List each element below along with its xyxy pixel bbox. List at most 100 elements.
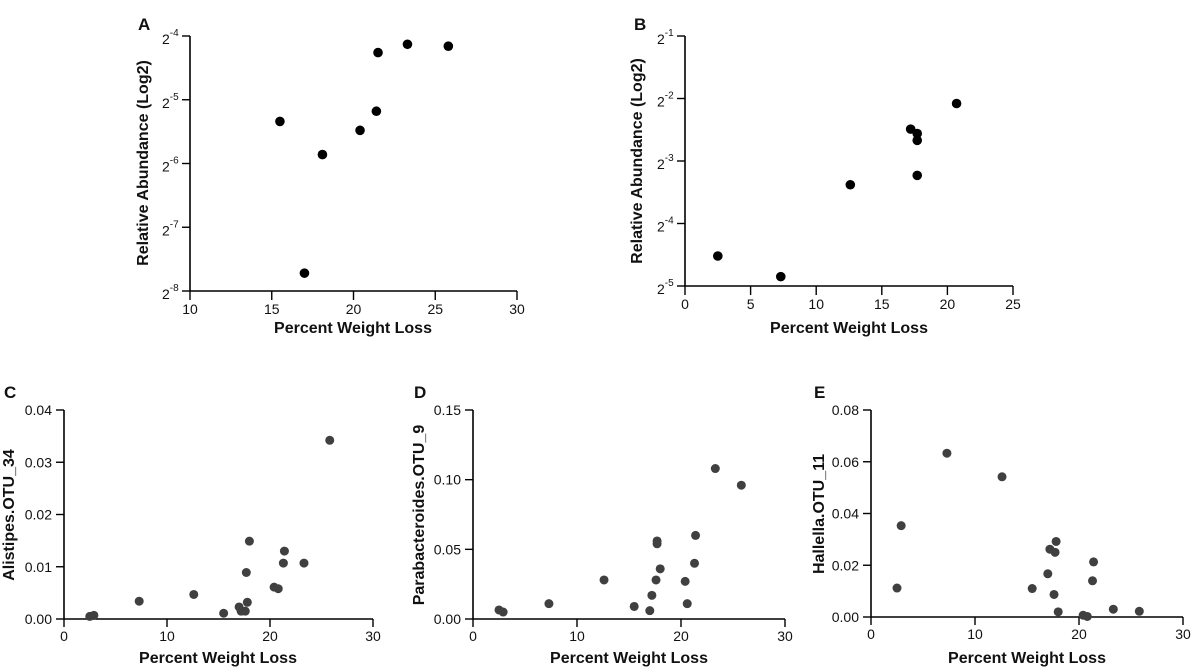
- panel-d-y-axis-title: Parabacteroides.OTU_9: [411, 425, 428, 606]
- panel-d-data-point: [647, 590, 657, 600]
- panel-d-y-tick-label: 0.15: [434, 402, 461, 418]
- panel-a-x-tick-label: 15: [264, 301, 280, 317]
- panel-a-y-tick-exponent: -4: [170, 28, 179, 39]
- panel-b-y-tick-label: 2-3: [657, 153, 674, 172]
- panel-a-x-axis-title: Percent Weight Loss: [274, 320, 432, 337]
- panel-e-data-point: [942, 448, 952, 458]
- panel-c-data-point: [189, 589, 199, 599]
- panel-d-data-point: [652, 536, 662, 546]
- panel-c-x-tick-label: 10: [159, 628, 175, 644]
- panel-a-y-tick-label: 2-4: [162, 28, 179, 47]
- panel-e-data-point: [1027, 584, 1037, 594]
- panel-b-y-tick-exponent: -4: [665, 216, 674, 227]
- panel-d-y-tick-label: 0.05: [434, 541, 461, 557]
- panel-e-data-point: [1088, 576, 1098, 586]
- panel-e-y-tick-label: 0.04: [832, 506, 859, 522]
- panel-d-data-point: [544, 599, 554, 609]
- panel-d-data-point: [682, 599, 692, 609]
- panel-c-data-point: [219, 608, 229, 618]
- panel-e-data-point: [896, 521, 906, 531]
- panel-e-x-tick-label: 0: [867, 626, 875, 642]
- panel-a-x-tick-label: 20: [346, 301, 362, 317]
- panel-c-x-tick-label: 20: [262, 628, 278, 644]
- panel-b-x-tick-label: 25: [1005, 296, 1021, 312]
- panel-d-data-point: [599, 575, 609, 585]
- panel-b-data-point: [951, 98, 962, 109]
- panel-d-letter: D: [414, 383, 426, 402]
- panel-b-data-point: [912, 170, 923, 181]
- panel-a-y-tick-label: 2-6: [162, 156, 179, 175]
- panel-a-y-tick-exponent: -5: [170, 92, 179, 103]
- panel-a-data-point: [402, 39, 413, 50]
- panel-a-y-tick-label: 2-8: [162, 283, 179, 302]
- panel-d-y-tick-label: 0.00: [434, 611, 461, 627]
- panel-a-data-point: [355, 125, 365, 136]
- panel-b-y-tick-exponent: -1: [665, 28, 674, 39]
- panel-e-x-tick-label: 20: [1071, 626, 1087, 642]
- panel-d-data-point: [651, 575, 661, 585]
- panel-a-letter: A: [138, 15, 150, 34]
- panel-a-data-point: [317, 149, 328, 160]
- panel-a-x-tick-label: 25: [427, 301, 443, 317]
- panel-e-x-tick-label: 10: [967, 626, 983, 642]
- panel-d-data-point: [691, 530, 701, 540]
- panel-e: E 0 10 20 30 0.00 0.02 0.04 0.06 0.08 Percent Weig…: [811, 383, 1191, 667]
- panel-d-data-point: [680, 576, 690, 586]
- panel-c-y-axis-title: Alistipes.OTU_34: [1, 449, 18, 581]
- panel-a-y-tick-label: 2-5: [162, 92, 179, 111]
- panel-e-data-point: [892, 583, 902, 593]
- panel-e-data-point: [1082, 611, 1092, 621]
- panel-b-data-point: [775, 271, 786, 282]
- panel-a-y-tick-label: 2-7: [162, 219, 179, 238]
- panel-e-y-tick-label: 0.02: [832, 557, 859, 573]
- panel-d-data-point: [736, 480, 746, 490]
- panel-a-data-point: [443, 41, 454, 51]
- panel-c-letter: C: [4, 383, 16, 402]
- panel-b-data-point: [713, 251, 723, 261]
- panel-b-x-tick-label: 10: [808, 296, 824, 312]
- panel-c-x-axis-title: Percent Weight Loss: [139, 650, 297, 667]
- panel-c-y-tick-label: 0.02: [25, 507, 52, 523]
- panel-c-data-point: [240, 606, 250, 616]
- panel-e-data-point: [1049, 589, 1059, 599]
- panel-b-data-point: [912, 128, 923, 139]
- panel-a-y-tick-exponent: -6: [170, 156, 179, 167]
- panel-c-data-point: [278, 558, 288, 568]
- panel-b-x-tick-label: 20: [940, 296, 956, 312]
- panel-d-x-tick-label: 10: [569, 628, 585, 644]
- panel-e-x-tick-label: 30: [1175, 626, 1191, 642]
- panel-c-data-point: [244, 536, 254, 546]
- panel-e-y-tick-label: 0.08: [832, 402, 859, 418]
- panel-d-data-point: [710, 464, 720, 474]
- panel-c-y-tick-label: 0.01: [25, 559, 52, 575]
- panel-e-data-point: [1089, 557, 1099, 567]
- panel-d-x-tick-label: 30: [777, 628, 793, 644]
- panel-c-data-point: [299, 558, 309, 568]
- panel-e-data-point: [1051, 536, 1061, 546]
- panel-a-data-point: [299, 268, 310, 278]
- panel-d-x-axis-title: Percent Weight Loss: [550, 650, 708, 667]
- panel-d-y-tick-label: 0.10: [434, 472, 461, 488]
- panel-c-y-tick-label: 0.04: [25, 402, 52, 418]
- panel-e-data-point: [1134, 606, 1144, 616]
- panel-e-data-point: [1043, 569, 1053, 579]
- panel-b-x-tick-label: 15: [874, 296, 890, 312]
- panel-b-y-tick-label: 2-4: [657, 216, 674, 235]
- panel-e-data-point: [1050, 547, 1060, 557]
- panel-a-data-point: [371, 106, 382, 117]
- panel-b-data-point: [912, 135, 923, 146]
- panel-c-y-tick-label: 0.03: [25, 454, 52, 470]
- panel-b: B 0 5 10 15 20 25 2-5 2-4 2-3 2-2 2-1 Percent Weight…: [629, 15, 1021, 337]
- panel-d: D 0 10 20 30 0.00 0.05 0.10 0.15 Percent Weight L…: [411, 383, 793, 667]
- panel-c-x-tick-label: 0: [60, 628, 68, 644]
- panel-d-data-point: [498, 607, 508, 617]
- panel-b-y-tick-label: 2-2: [657, 91, 674, 110]
- panel-a-y-axis-title: Relative Abundance (Log2): [135, 60, 152, 266]
- panel-c-data-point: [325, 435, 335, 445]
- panel-b-x-axis-title: Percent Weight Loss: [770, 320, 928, 337]
- panel-d-data-point: [645, 606, 655, 616]
- panel-c-data-point: [89, 610, 99, 620]
- panel-b-y-tick-label: 2-5: [657, 278, 674, 297]
- panel-c-data-point: [134, 596, 144, 606]
- panel-a-x-tick-label: 10: [182, 301, 198, 317]
